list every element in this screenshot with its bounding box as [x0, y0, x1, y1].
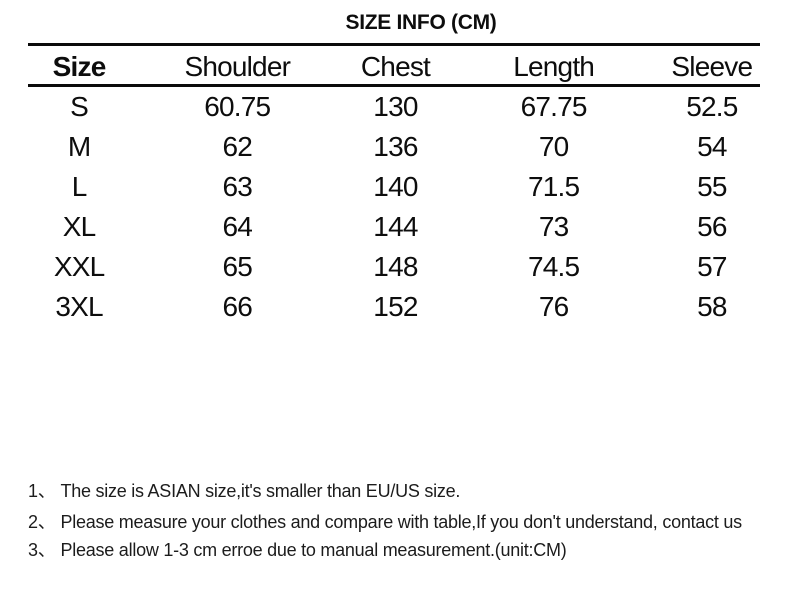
table-cell-shoulder: 62	[222, 131, 253, 162]
table-header-chest: Chest	[360, 50, 431, 82]
table-row: L 63 140 71.5 55	[0, 167, 791, 207]
table-cell-length: 70	[538, 131, 569, 162]
table-header-length: Length	[513, 50, 595, 82]
table-rule-bottom	[28, 84, 760, 87]
table-cell-chest: 140	[373, 171, 418, 202]
table-cell-sleeve: 58	[697, 291, 727, 322]
page-title: SIZE INFO (CM)	[345, 11, 497, 34]
note: 2、 Please measure your clothes and compar…	[28, 511, 742, 533]
note: 1、 The size is ASIAN size,it's smaller th…	[28, 480, 460, 502]
table-cell-size: XL	[62, 211, 96, 242]
table-cell-size: S	[70, 91, 89, 122]
table-row: XXL 65 148 74.5 57	[0, 247, 791, 287]
table-row: XL 64 144 73 56	[0, 207, 791, 247]
size-table: Size Shoulder Chest Length Sleeve S 60.7…	[0, 46, 791, 327]
table-cell-sleeve: 52.5	[686, 91, 738, 122]
table-row: S 60.75 130 67.75 52.5	[0, 87, 791, 127]
table-row: 3XL 66 152 76 58	[0, 287, 791, 327]
table-cell-sleeve: 55	[697, 171, 727, 202]
table-cell-size: L	[71, 171, 88, 202]
table-cell-shoulder: 63	[222, 171, 253, 202]
table-cell-sleeve: 54	[697, 131, 727, 162]
table-cell-length: 76	[538, 291, 569, 322]
note: 3、 Please allow 1-3 cm erroe due to manua…	[28, 539, 567, 561]
table-cell-chest: 136	[373, 131, 418, 162]
table-cell-length: 67.75	[520, 91, 588, 122]
table-cell-size: M	[67, 131, 91, 162]
table-rule-top	[28, 43, 760, 46]
table-cell-length: 73	[538, 211, 569, 242]
note-number: 3、	[28, 540, 56, 560]
table-header-row: Size Shoulder Chest Length Sleeve	[0, 46, 791, 87]
table-row: M 62 136 70 54	[0, 127, 791, 167]
note-text: Please allow 1-3 cm erroe due to manual …	[60, 540, 567, 560]
note-text: The size is ASIAN size,it's smaller than…	[60, 481, 461, 501]
table-cell-size: 3XL	[55, 291, 103, 322]
table-cell-length: 74.5	[528, 251, 580, 282]
note-number: 1、	[28, 481, 56, 501]
table-cell-size: XXL	[53, 251, 105, 282]
table-cell-shoulder: 66	[222, 291, 253, 322]
note-number: 2、	[28, 512, 56, 532]
table-cell-sleeve: 57	[697, 251, 727, 282]
table-cell-sleeve: 56	[697, 211, 727, 242]
table-cell-shoulder: 65	[222, 251, 253, 282]
table-header-shoulder: Shoulder	[184, 50, 291, 82]
table-cell-chest: 152	[373, 291, 418, 322]
table-cell-chest: 144	[373, 211, 418, 242]
table-header-size: Size	[52, 50, 107, 82]
table-cell-length: 71.5	[528, 171, 580, 202]
table-cell-chest: 148	[373, 251, 418, 282]
table-cell-shoulder: 64	[222, 211, 253, 242]
note-text: Please measure your clothes and compare …	[60, 512, 743, 532]
table-cell-shoulder: 60.75	[204, 91, 271, 122]
table-header-sleeve: Sleeve	[671, 50, 753, 82]
table-cell-chest: 130	[373, 91, 418, 122]
